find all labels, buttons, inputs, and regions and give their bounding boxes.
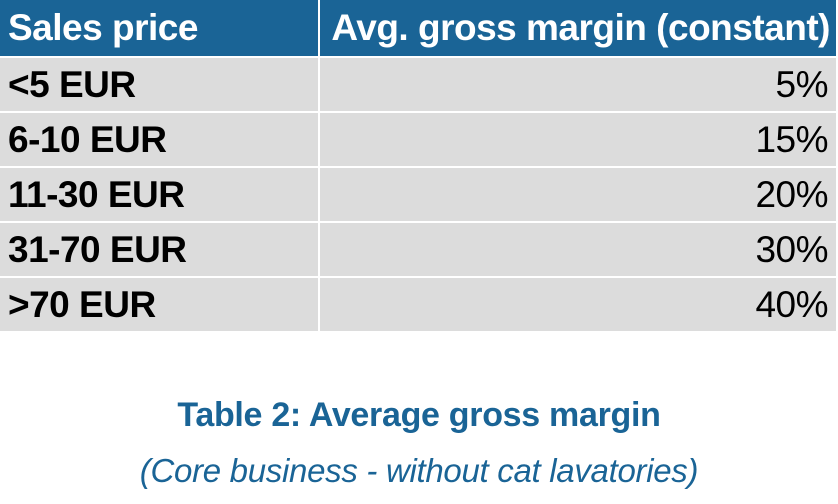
gross-margin-table: Sales price Avg. gross margin (constant)… (0, 0, 836, 331)
table-caption-subtitle: (Core business - without cat lavatories) (139, 452, 699, 489)
table-row: <5 EUR 5% (0, 56, 836, 111)
gross-margin-cell: 15% (320, 111, 836, 166)
header-avg-gross-margin: Avg. gross margin (constant) (320, 0, 836, 56)
sales-price-cell: 11-30 EUR (0, 166, 320, 221)
sales-price-cell: <5 EUR (0, 56, 320, 111)
sales-price-cell: 31-70 EUR (0, 221, 320, 276)
table-row: 31-70 EUR 30% (0, 221, 836, 276)
table-header-row: Sales price Avg. gross margin (constant) (0, 0, 836, 56)
table-row: >70 EUR 40% (0, 276, 836, 331)
sales-price-cell: 6-10 EUR (0, 111, 320, 166)
gross-margin-cell: 5% (320, 56, 836, 111)
gross-margin-cell: 20% (320, 166, 836, 221)
sales-price-cell: >70 EUR (0, 276, 320, 331)
table-row: 6-10 EUR 15% (0, 111, 836, 166)
table-row: 11-30 EUR 20% (0, 166, 836, 221)
gross-margin-table-container: Sales price Avg. gross margin (constant)… (0, 0, 836, 331)
table-caption-title: Table 2: Average gross margin (177, 396, 661, 434)
gross-margin-cell: 40% (320, 276, 836, 331)
gross-margin-cell: 30% (320, 221, 836, 276)
header-sales-price: Sales price (0, 0, 320, 56)
